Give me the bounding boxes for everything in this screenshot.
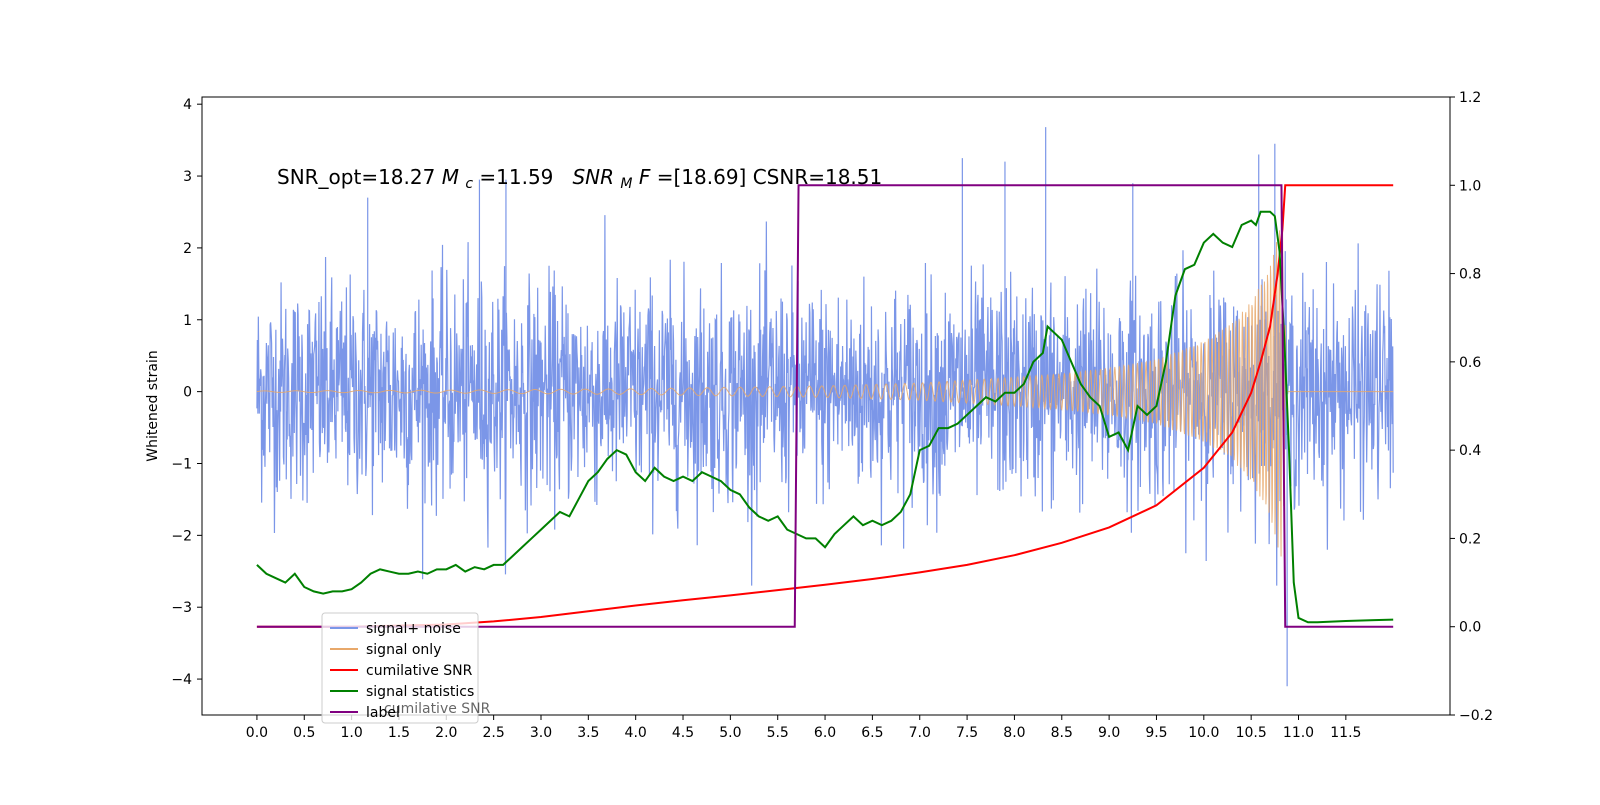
- y-left-tick-label: 2: [183, 241, 192, 257]
- plot-frame: [201, 96, 1451, 716]
- x-tick-label: 8.5: [1051, 725, 1073, 741]
- legend-label: cumilative SNR: [366, 663, 473, 679]
- x-tick-label: 3.0: [530, 725, 552, 741]
- y-left-tick-label: −1: [171, 456, 192, 472]
- x-tick-label: 2.0: [435, 725, 457, 741]
- annotation-mc-symbol: M: [442, 165, 459, 189]
- y-left-tick-label: 4: [183, 97, 192, 113]
- y-right-tick-label: 0.2: [1459, 531, 1481, 547]
- y-right-tick-label: −0.2: [1459, 708, 1493, 724]
- y-right-tick-label: 0.0: [1459, 620, 1481, 636]
- y-left-tick-label: 1: [183, 313, 192, 329]
- y-left-tick-label: −2: [171, 528, 192, 544]
- legend-label: signal+ noise: [366, 621, 461, 637]
- x-tick-label: 11.5: [1330, 725, 1361, 741]
- x-tick-label: 10.0: [1188, 725, 1219, 741]
- x-tick-label: 1.0: [340, 725, 362, 741]
- x-axis: 0.0 0.5 1.0 1.5 2.0 2.5 3.0 3.5 4.0 4.5 5.0 5.5 6.0 6…: [246, 715, 1361, 741]
- annotation-mc-value: =11.59: [479, 165, 566, 189]
- series-line-signal-noise: [256, 127, 1394, 687]
- y-left-tick-label: −3: [171, 600, 192, 616]
- legend-ghost-text: cumilative SNR: [384, 701, 491, 717]
- x-tick-label: 8.0: [1003, 725, 1025, 741]
- x-tick-label: 4.0: [625, 725, 647, 741]
- x-tick-label: 0.5: [293, 725, 315, 741]
- x-tick-label: 9.5: [1145, 725, 1167, 741]
- annotation-mf-suffix: F: [639, 165, 651, 189]
- series-line-label: [256, 184, 1394, 628]
- x-tick-label: 6.5: [861, 725, 883, 741]
- x-tick-label: 1.5: [388, 725, 410, 741]
- x-tick-label: 0.0: [246, 725, 268, 741]
- annotation-mf-sub: M: [620, 176, 632, 192]
- annotation-mf-symbol: SNR: [572, 165, 614, 189]
- legend: cumilative SNR signal+ noise signal only cu…: [321, 612, 491, 724]
- y-right-tick-label: 1.2: [1459, 90, 1481, 106]
- annotation-mc-sub: c: [465, 176, 473, 192]
- x-tick-label: 2.5: [483, 725, 505, 741]
- series-layer: [256, 127, 1394, 687]
- legend-box: [321, 612, 479, 724]
- y-right-tick-label: 0.8: [1459, 267, 1481, 283]
- legend-label: signal only: [366, 642, 441, 658]
- y-left-tick-label: −4: [171, 672, 192, 688]
- x-tick-label: 9.0: [1098, 725, 1120, 741]
- y-right-tick-label: 0.4: [1459, 443, 1481, 459]
- y-axis-label: Whitened strain: [145, 350, 161, 461]
- x-tick-label: 3.5: [577, 725, 599, 741]
- y-axis-right: −0.2 0.0 0.2 0.4 0.6 0.8 1.0 1.2: [1450, 90, 1493, 724]
- x-tick-label: 11.0: [1283, 725, 1314, 741]
- y-left-tick-label: 0: [183, 385, 192, 401]
- chart-annotation: SNR_opt=18.27 M c =11.59 SNR M F =[18.69…: [277, 165, 882, 193]
- x-tick-label: 6.0: [814, 725, 836, 741]
- x-tick-label: 5.5: [767, 725, 789, 741]
- x-tick-label: 4.5: [672, 725, 694, 741]
- series-line-signal-statistics: [256, 210, 1394, 624]
- y-right-tick-label: 0.6: [1459, 355, 1481, 371]
- y-right-tick-label: 1.0: [1459, 178, 1481, 194]
- x-tick-label: 7.0: [909, 725, 931, 741]
- legend-label: signal statistics: [366, 684, 474, 700]
- legend-label: label: [366, 705, 400, 721]
- annotation-mf-value: =[18.69] CSNR=18.51: [657, 165, 883, 189]
- x-tick-label: 10.5: [1236, 725, 1267, 741]
- y-axis-left: −4 −3 −2 −1 0 1 2 3 4: [171, 97, 202, 688]
- annotation-prefix: SNR_opt=18.27: [277, 165, 442, 189]
- x-tick-label: 5.0: [719, 725, 741, 741]
- series-line-signal-only: [256, 230, 1394, 557]
- x-tick-label: 7.5: [956, 725, 978, 741]
- series-line-cumilative-snr: [256, 184, 1394, 628]
- y-left-tick-label: 3: [183, 169, 192, 185]
